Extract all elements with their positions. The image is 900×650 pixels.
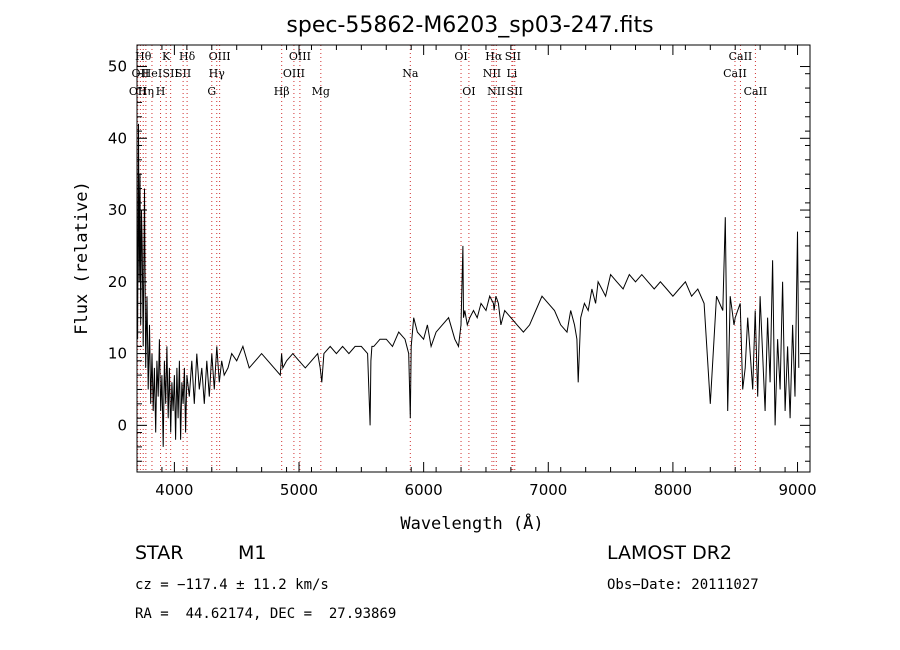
observation-date: Obs−Date: 20111027: [607, 577, 759, 593]
line-marker-label-3: Hη: [138, 85, 154, 98]
line-marker-label-18: OI: [454, 50, 467, 63]
spectrum-series: [137, 123, 800, 447]
y-tick-label-0: 0: [117, 416, 127, 434]
y-tick-label-5: 50: [108, 58, 127, 76]
spectral-line-markers: [137, 45, 756, 472]
line-marker-label-11: Hγ: [209, 67, 226, 80]
spectral-line-labels: OIIOIIHθHηHeIHKSIIHδSIIGHγOIIIHβOIIIOIII…: [129, 50, 767, 98]
line-marker-label-16: Mg: [312, 85, 330, 98]
line-marker-label-9: SII: [175, 67, 191, 80]
line-marker-label-14: OIII: [283, 67, 305, 80]
x-tick-label-5: 9000: [778, 481, 816, 499]
x-axis: 4000 5000 6000 7000 8000 9000: [136, 45, 817, 499]
line-marker-label-12: OIII: [209, 50, 231, 63]
y-axis-label: Flux (relative): [72, 181, 92, 335]
line-marker-label-7: SII: [163, 67, 179, 80]
line-marker-label-2: Hθ: [135, 50, 152, 63]
line-marker-label-28: CaII: [744, 85, 768, 98]
line-marker-label-20: NII: [483, 67, 501, 80]
survey-name: LAMOST DR2: [607, 542, 732, 564]
line-marker-label-22: NII: [487, 85, 505, 98]
spectrum-line-0: [137, 123, 800, 447]
line-marker-label-6: K: [162, 50, 171, 63]
x-tick-label-4: 8000: [654, 481, 692, 499]
y-tick-label-4: 40: [108, 129, 127, 147]
line-marker-label-15: OIII: [289, 50, 311, 63]
x-tick-label-2: 6000: [405, 481, 443, 499]
line-marker-label-27: CaII: [729, 50, 753, 63]
y-axis: 0 10 20 30 40 50: [108, 58, 810, 462]
object-class: STAR: [135, 542, 184, 564]
object-subclass: M1: [238, 542, 267, 564]
line-marker-label-4: HeI: [142, 67, 162, 80]
line-marker-label-0: OII: [129, 85, 147, 98]
line-marker-label-19: OI: [462, 85, 475, 98]
x-tick-label-0: 4000: [155, 481, 193, 499]
line-marker-label-13: Hβ: [274, 85, 290, 98]
x-tick-label-1: 5000: [280, 481, 318, 499]
x-axis-label: Wavelength (Å): [400, 512, 543, 534]
plot-frame: [136, 44, 811, 473]
coordinates-readout: RA = 44.62174, DEC = 27.93869: [135, 606, 397, 622]
line-marker-label-21: Hα: [485, 50, 503, 63]
y-tick-label-1: 10: [108, 345, 127, 363]
y-tick-label-2: 20: [108, 273, 127, 291]
line-marker-label-26: CaII: [723, 67, 747, 80]
y-tick-label-3: 30: [108, 201, 127, 219]
line-marker-label-24: SII: [505, 50, 521, 63]
line-marker-label-17: Na: [402, 67, 419, 80]
redshift-readout: cz = −117.4 ± 11.2 km/s: [135, 577, 329, 593]
line-marker-label-10: G: [207, 85, 216, 98]
line-marker-label-5: H: [156, 85, 166, 98]
line-marker-label-23: Li: [506, 67, 517, 80]
line-marker-label-8: Hδ: [179, 50, 196, 63]
x-tick-label-3: 7000: [529, 481, 567, 499]
chart-title: spec-55862-M6203_sp03-247.fits: [286, 13, 653, 38]
line-marker-label-25: SII: [507, 85, 523, 98]
